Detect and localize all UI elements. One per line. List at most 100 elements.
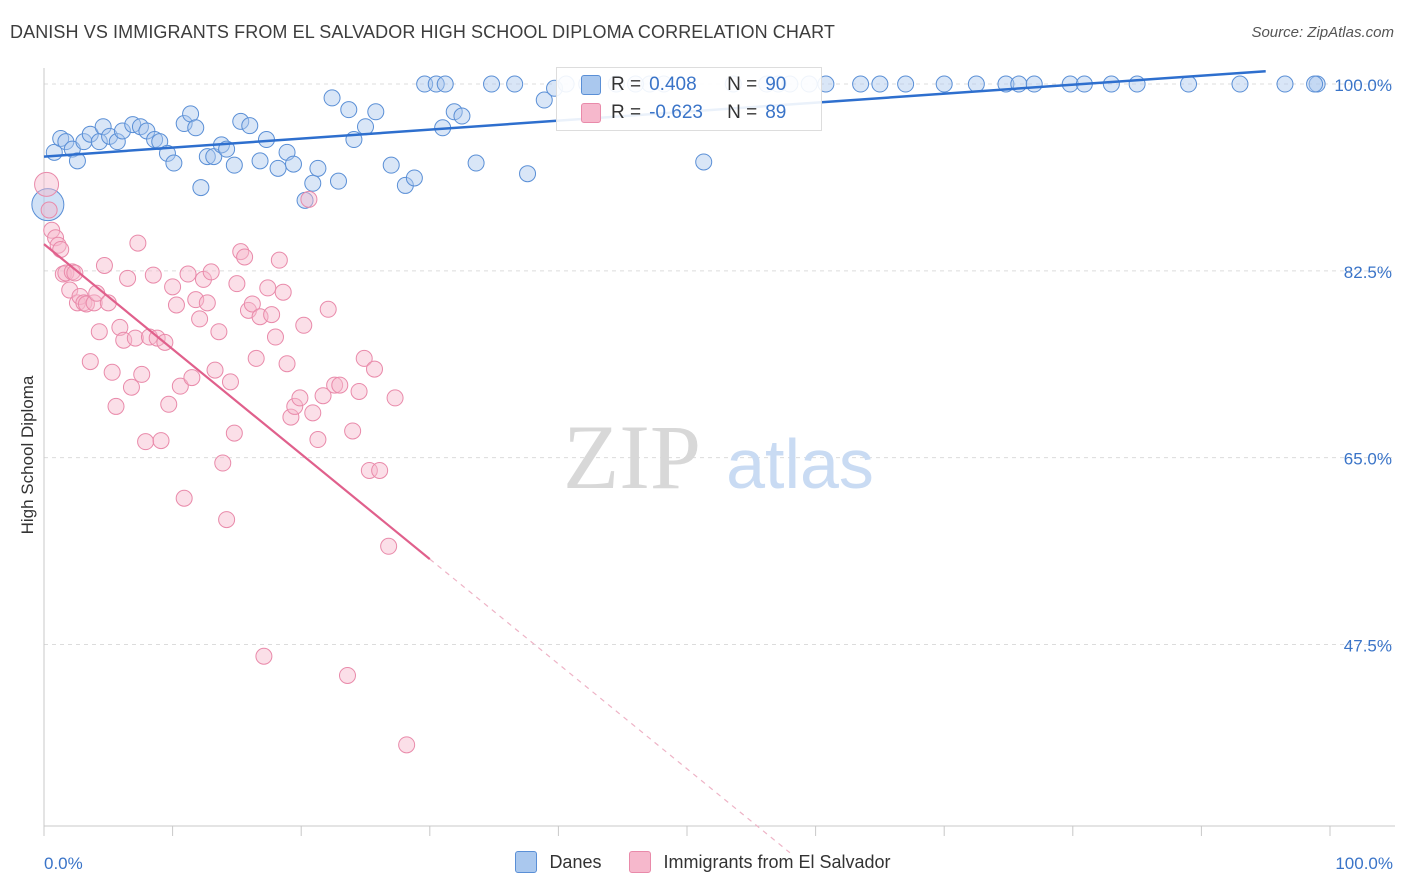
data-point-danes (241, 117, 259, 135)
data-point-danes (453, 107, 471, 125)
data-point-salvador (386, 389, 404, 407)
stats-legend: R = 0.408 N = 90 R = -0.623 N = 89 (556, 67, 822, 131)
data-point-salvador (214, 454, 232, 472)
data-point-salvador (95, 257, 113, 275)
data-point-danes (506, 75, 524, 93)
data-point-salvador (371, 461, 389, 479)
data-point-salvador (198, 294, 216, 312)
data-point-salvador (129, 234, 147, 252)
data-point-salvador (282, 408, 300, 426)
data-point-danes (329, 172, 347, 190)
data-point-danes (31, 188, 65, 222)
data-point-danes (284, 155, 302, 173)
n-value: 89 (765, 102, 787, 123)
data-point-salvador (309, 431, 327, 449)
y-tick-label: 65.0% (1344, 450, 1392, 469)
data-point-danes (871, 75, 889, 93)
r-label: R = (611, 102, 642, 123)
data-point-danes (535, 91, 553, 109)
data-point-danes (852, 75, 870, 93)
data-point-danes (323, 89, 341, 107)
data-point-salvador (295, 316, 313, 334)
data-point-salvador (300, 190, 318, 208)
data-point-danes (309, 159, 327, 177)
data-point-salvador (270, 251, 288, 269)
r-label: R = (611, 74, 642, 95)
data-point-salvador (122, 378, 140, 396)
data-point-salvador (331, 376, 349, 394)
data-point-salvador (255, 647, 273, 665)
data-point-danes (416, 75, 434, 93)
data-point-salvador (355, 349, 373, 367)
data-point-danes (405, 169, 423, 187)
data-point-salvador (338, 666, 356, 684)
data-point-danes (935, 75, 953, 93)
y-tick-label: 82.5% (1344, 263, 1392, 282)
r-value: -0.623 (649, 102, 703, 123)
data-point-salvador (326, 376, 344, 394)
data-point-salvador (34, 171, 60, 197)
data-point-danes (192, 179, 210, 197)
data-point-danes (108, 133, 126, 151)
data-point-salvador (398, 736, 416, 754)
regression-line-salvador (43, 243, 431, 560)
data-point-salvador (40, 201, 58, 219)
data-point-danes (1128, 75, 1146, 93)
data-point-salvador (274, 283, 292, 301)
data-point-danes (519, 165, 537, 183)
data-point-danes (1306, 75, 1324, 93)
data-point-salvador (221, 373, 239, 391)
legend-label-salvador: Immigrants from El Salvador (663, 851, 891, 872)
data-point-salvador (210, 323, 228, 341)
data-point-salvador (236, 248, 254, 266)
data-point-salvador (137, 433, 155, 451)
data-point-danes (205, 148, 223, 166)
data-point-salvador (111, 318, 129, 336)
data-point-salvador (350, 382, 368, 400)
data-point-salvador (57, 264, 75, 282)
data-point-salvador (167, 296, 185, 314)
series-legend: Danes Immigrants from El Salvador (0, 851, 1406, 873)
data-point-danes (1231, 75, 1249, 93)
data-point-danes (165, 154, 183, 172)
legend-item-danes: Danes (515, 851, 601, 873)
data-point-salvador (179, 265, 197, 283)
data-point-salvador (291, 389, 309, 407)
n-value: 90 (765, 74, 787, 95)
data-point-salvador (243, 295, 261, 313)
watermark-atlas: atlas (726, 425, 874, 503)
data-point-salvador (263, 306, 281, 324)
data-point-salvador (380, 537, 398, 555)
data-point-salvador (191, 310, 209, 328)
legend-swatch-blue (581, 75, 601, 95)
data-point-salvador (183, 369, 201, 387)
data-point-danes (187, 119, 205, 137)
data-point-danes (1025, 75, 1043, 93)
data-point-danes (357, 118, 374, 136)
data-point-salvador (61, 281, 79, 299)
regression-extension-salvador (429, 558, 791, 854)
data-point-salvador (66, 264, 84, 282)
data-point-salvador (304, 404, 322, 422)
data-point-salvador (259, 279, 277, 297)
legend-swatch-salvador (629, 851, 652, 873)
data-point-salvador (266, 328, 284, 346)
data-point-danes (251, 152, 269, 170)
data-point-salvador (133, 365, 151, 383)
data-point-danes (113, 122, 131, 140)
data-point-salvador (90, 323, 108, 341)
data-point-danes (436, 75, 454, 93)
data-point-danes (445, 103, 463, 121)
data-point-salvador (319, 300, 337, 318)
y-tick-label: 47.5% (1344, 637, 1392, 656)
data-point-danes (382, 156, 400, 174)
data-point-salvador (225, 424, 243, 442)
data-point-danes (695, 153, 713, 171)
data-point-salvador (160, 395, 178, 413)
data-point-salvador (144, 266, 162, 284)
data-point-salvador (366, 360, 384, 378)
watermark: ZIP atlas (563, 406, 874, 508)
watermark-zip: ZIP (563, 406, 701, 508)
data-point-salvador (206, 361, 224, 379)
n-label: N = (727, 74, 758, 95)
